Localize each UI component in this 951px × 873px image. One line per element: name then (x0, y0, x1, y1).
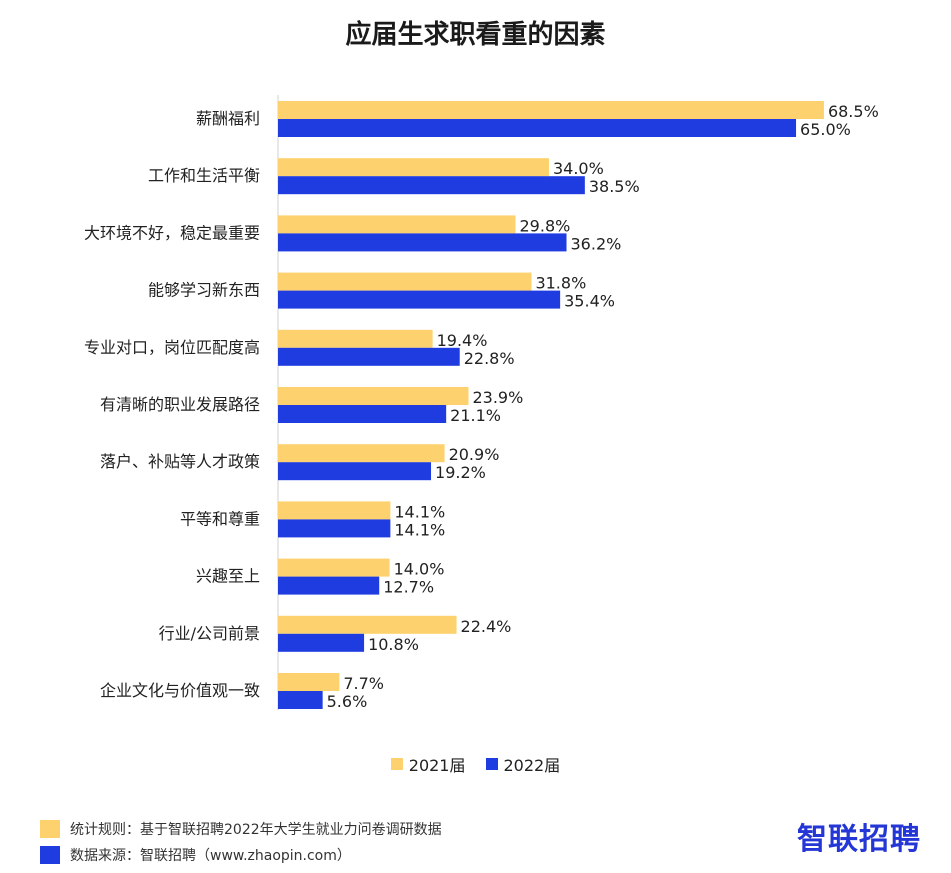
category-label: 落户、补贴等人才政策 (100, 452, 260, 471)
footer-rule-row: 统计规则：基于智联招聘2022年大学生就业力问卷调研数据 (40, 816, 442, 842)
data-label-2022: 5.6% (327, 692, 368, 711)
legend-item-2021: 2021届 (390, 752, 466, 776)
footer-source-swatch (40, 846, 60, 864)
bar-2022 (278, 691, 323, 709)
bar-2021 (278, 387, 469, 405)
data-label-2021: 68.5% (828, 102, 879, 121)
bar-2021 (278, 615, 457, 634)
bar-2021 (278, 501, 391, 520)
data-label-2022: 35.4% (564, 292, 615, 311)
footer-rule-text: 统计规则：基于智联招聘2022年大学生就业力问卷调研数据 (70, 822, 442, 838)
data-label-2022: 19.2% (435, 463, 486, 482)
bar-2022 (278, 576, 380, 595)
bar-2022 (278, 633, 365, 652)
legend-swatch-2022 (485, 758, 498, 770)
legend-swatch-2021 (390, 758, 403, 770)
footer-source-row: 数据来源：智联招聘（www.zhaopin.com） (40, 842, 442, 868)
category-label: 工作和生活平衡 (148, 166, 260, 185)
data-label-2021: 34.0% (553, 159, 604, 178)
bar-2022 (278, 519, 391, 538)
data-label-2021: 23.9% (472, 388, 523, 407)
data-label-2021: 20.9% (449, 445, 500, 464)
data-label-2021: 22.4% (461, 617, 512, 636)
bar-2022 (278, 176, 585, 195)
category-label: 平等和尊重 (180, 509, 260, 528)
bar-2021 (278, 673, 340, 691)
bar-2022 (278, 233, 567, 252)
category-label: 企业文化与价值观一致 (100, 681, 260, 700)
data-label-2022: 22.8% (464, 349, 515, 368)
category-label: 兴趣至上 (196, 567, 260, 586)
legend-label-2022: 2022届 (503, 756, 561, 775)
data-label-2022: 36.2% (571, 234, 622, 253)
data-label-2022: 38.5% (589, 177, 640, 196)
category-label: 专业对口，岗位匹配度高 (84, 338, 260, 357)
bar-2021 (278, 215, 516, 234)
category-label: 薪酬福利 (196, 109, 260, 128)
data-label-2022: 10.8% (368, 635, 419, 654)
data-label-2022: 21.1% (450, 406, 501, 425)
bar-2021 (278, 272, 532, 291)
data-label-2021: 14.0% (394, 560, 445, 579)
footer-rule-swatch (40, 820, 60, 838)
data-label-2022: 12.7% (383, 578, 434, 597)
bar-2022 (278, 405, 447, 423)
data-label-2021: 31.8% (535, 274, 586, 293)
zhaopin-logo: 智联招聘 (797, 822, 921, 857)
footer-notes: 统计规则：基于智联招聘2022年大学生就业力问卷调研数据 数据来源：智联招聘（w… (40, 816, 442, 868)
bar-2021 (278, 558, 390, 577)
data-label-2021: 14.1% (394, 502, 445, 521)
bar-2022 (278, 119, 797, 137)
category-label: 行业/公司前景 (159, 624, 260, 643)
bar-2021 (278, 158, 549, 177)
data-label-2021: 7.7% (343, 674, 384, 693)
bar-2022 (278, 347, 460, 366)
data-label-2021: 29.8% (520, 216, 571, 235)
bar-2022 (278, 290, 561, 309)
footer-source-text: 数据来源：智联招聘（www.zhaopin.com） (70, 848, 351, 864)
data-label-2022: 65.0% (800, 120, 851, 139)
bar-chart: 薪酬福利 68.5%65.0% 工作和生活平衡 34.0%38.5% 大环境不好，稳定最… (84, 95, 879, 711)
chart-title: 应届生求职看重的因素 (345, 20, 606, 50)
category-label: 有清晰的职业发展路径 (100, 395, 260, 414)
legend: 2021届 2022届 (0, 752, 951, 776)
category-label: 能够学习新东西 (148, 281, 260, 300)
data-label-2022: 14.1% (394, 520, 445, 539)
bar-2021 (278, 329, 433, 348)
bar-2021 (278, 101, 824, 119)
legend-item-2022: 2022届 (485, 752, 561, 776)
bar-2021 (278, 444, 445, 463)
legend-label-2021: 2021届 (408, 756, 466, 775)
category-label: 大环境不好，稳定最重要 (84, 223, 260, 242)
data-label-2021: 19.4% (437, 331, 488, 350)
bar-2022 (278, 462, 432, 481)
